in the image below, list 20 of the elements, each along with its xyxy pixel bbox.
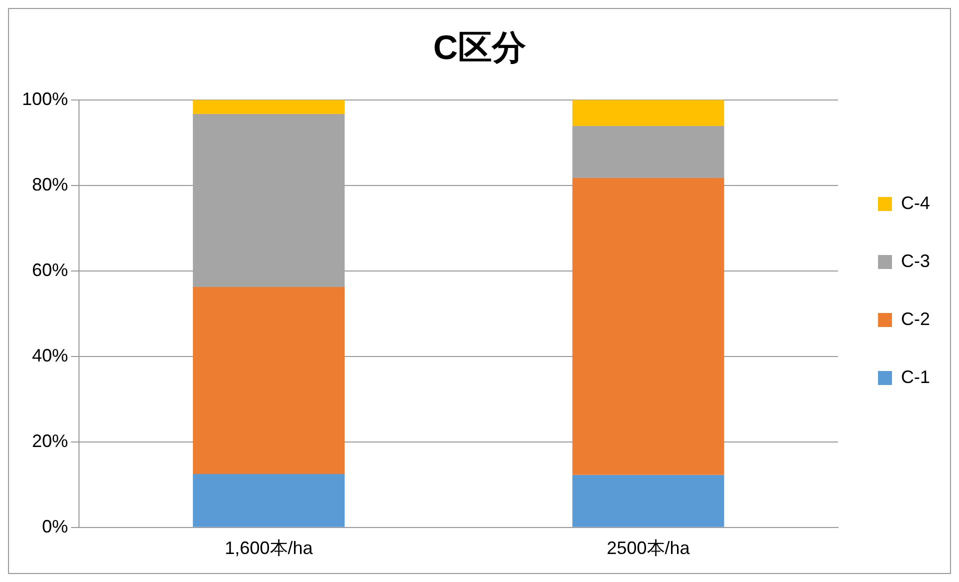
chart-title: C区分 <box>433 28 526 67</box>
bar <box>192 474 345 527</box>
legend-label: C-1 <box>900 366 930 387</box>
legend-label: C-2 <box>900 308 930 329</box>
bar <box>192 286 345 474</box>
bar <box>572 126 724 178</box>
bar <box>572 100 724 126</box>
y-tick-label: 60% <box>32 260 68 280</box>
x-tick-label: 2500本/ha <box>606 538 691 558</box>
bar <box>572 474 724 527</box>
y-tick-label: 100% <box>22 88 68 109</box>
y-tick-label: 40% <box>32 345 68 366</box>
legend-label: C-3 <box>900 250 930 271</box>
bar <box>572 178 724 475</box>
y-tick-label: 80% <box>32 174 68 194</box>
y-tick-label: 20% <box>32 430 68 451</box>
bar <box>192 100 345 114</box>
y-tick-label: 0% <box>42 516 68 536</box>
legend-label: C-4 <box>900 192 930 213</box>
x-tick-label: 1,600本/ha <box>224 538 314 558</box>
